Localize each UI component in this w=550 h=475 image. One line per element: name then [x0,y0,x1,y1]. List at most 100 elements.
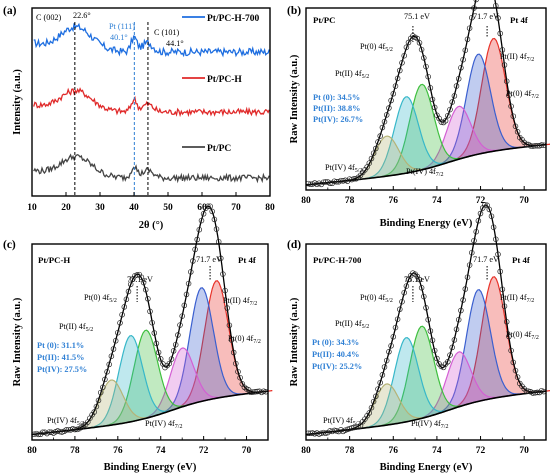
panel-d-sample: Pt/PC-H-700 [313,255,362,265]
fit-envelope [305,0,547,186]
panel-b-xlabel: Binding Energy (eV) [380,218,473,229]
panel-c-plot [31,203,273,438]
b-pt2-72-label: Pt(II) 4f7/2 [500,52,534,63]
raw-data-point [447,106,453,113]
raw-data-point [254,388,261,395]
raw-data-point [473,228,479,235]
fit-envelope [305,204,547,436]
panel-b-region: Pt 4f [510,15,529,25]
panel-b-label: (b) [287,5,301,17]
raw-data-point [307,430,314,437]
raw-data-point [508,347,514,354]
d-pt2-72-label: Pt(II) 4f7/2 [500,293,534,304]
panel-a-ylabel: Intensity (a.u.) [12,69,23,135]
raw-data-point [403,44,410,51]
raw-data-point [462,286,469,292]
panel-c-region: Pt 4f [238,255,257,265]
raw-data-point [226,322,233,329]
panel-c-xlabel: Binding Energy (eV) [104,462,197,473]
xtick-label-72: 72 [476,196,486,206]
raw-data-point [228,337,235,343]
raw-data-point [514,129,521,135]
raw-data-point [445,359,451,365]
raw-data-point [320,179,327,185]
raw-data-point [194,236,200,243]
raw-data-point [484,202,490,209]
raw-data-point [170,348,177,354]
panel-d-peak1: 75.1 eV [404,275,430,284]
raw-data-point [322,430,329,437]
raw-data-point [390,334,397,340]
raw-data-point [431,104,438,111]
d-pt4-52-label: Pt(IV) 4f5/2 [323,416,360,427]
raw-data-point [155,349,162,356]
c-pt0-52-label: Pt(0) 4f5/2 [84,293,117,304]
raw-data-point [338,177,344,184]
raw-data-point [445,112,451,119]
panel-b-comp-2: Pt(IV): 26.7% [313,115,363,124]
raw-data-point [260,388,267,394]
raw-data-point [399,298,405,305]
xtick-label-80: 80 [301,446,311,456]
raw-data-point [104,369,110,375]
raw-data-point [366,160,373,166]
raw-data-point [423,63,429,70]
raw-data-point [63,427,70,433]
raw-data-point [471,237,477,244]
raw-data-point [495,15,501,21]
panel-b-comp-1: Pt(II): 38.8% [313,104,360,113]
xtick-label-76: 76 [389,196,399,206]
raw-data-point [151,330,158,336]
raw-data-point [495,251,501,258]
b-pt4-72-label: Pt(IV) 4f7/2 [406,167,443,178]
raw-data-point [340,178,346,184]
raw-data-point [375,386,381,392]
panel-d: (d) 80 78 76 74 72 70 Raw Intensity (a.u.) Bi… [287,202,550,473]
raw-data-point [370,398,377,405]
panel-b-plot [305,0,550,188]
xtick-label-76: 76 [389,446,399,456]
raw-data-point [530,143,536,149]
raw-data-point [386,349,392,355]
c-pt4-52-label: Pt(IV) 4f5/2 [47,416,84,427]
raw-data-point [421,293,427,300]
panel-c-sample: Pt/PC-H [38,255,70,265]
panel-c-xticks: 80 78 76 74 72 70 [27,436,252,456]
raw-data-point [224,305,230,311]
raw-data-point [390,91,397,97]
raw-data-point [469,14,475,21]
raw-data-point [506,333,512,340]
d-pt0-52-label: Pt(0) 4f5/2 [360,293,393,304]
raw-data-point [486,206,493,213]
xrd-line-pt-pc-h-700 [33,22,270,58]
raw-data-point [501,303,508,309]
raw-data-point [331,178,338,184]
xtick-label-80: 80 [265,203,275,213]
raw-data-point [501,62,508,68]
raw-data-point [497,268,503,275]
raw-data-point [429,96,436,103]
raw-data-point [414,35,421,42]
raw-data-point [512,123,519,130]
raw-data-point [138,274,145,280]
panel-a-xticks: 10 20 30 40 50 60 70 80 [27,192,275,213]
raw-data-point [453,326,460,333]
d-pt2-52-label: Pt(II) 4f5/2 [335,319,369,330]
raw-data-point [379,372,386,378]
raw-data-point [427,85,434,91]
raw-data-point [153,340,160,347]
pt111-value: 40.1° [110,33,128,42]
panel-a-plot [33,22,270,196]
raw-data-point [377,379,383,386]
raw-data-point [388,343,394,349]
panel-c-frame [31,243,269,441]
raw-data-point [503,319,510,325]
raw-data-point [250,389,256,395]
pt111-label: Pt (111) [109,22,135,31]
raw-data-point [200,211,207,217]
raw-data-point [106,361,112,368]
panel-b-peak1: 75.1 eV [404,12,430,21]
panel-b-sample: Pt/PC [313,15,335,25]
raw-data-point [451,93,458,99]
raw-data-point [142,286,149,293]
